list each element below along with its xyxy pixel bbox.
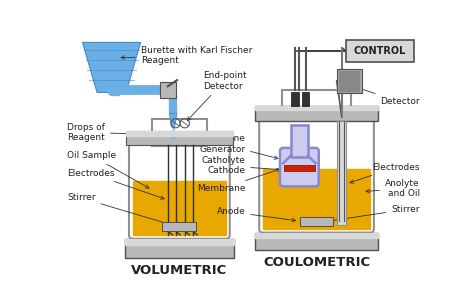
FancyBboxPatch shape — [259, 109, 374, 233]
Text: Drops of
Reagent: Drops of Reagent — [67, 123, 171, 142]
Bar — [284, 165, 315, 171]
Bar — [255, 233, 378, 238]
Circle shape — [170, 132, 176, 138]
Bar — [126, 131, 233, 136]
Text: End-point
Detector: End-point Detector — [187, 71, 246, 120]
Bar — [337, 69, 362, 93]
Bar — [337, 121, 346, 225]
Text: Stirrer: Stirrer — [67, 194, 176, 227]
Bar — [125, 239, 234, 258]
Bar — [160, 82, 175, 98]
Text: Stirrer: Stirrer — [328, 205, 419, 223]
Bar — [152, 119, 207, 146]
Bar — [282, 90, 351, 119]
Bar — [263, 169, 370, 229]
Bar — [255, 105, 378, 121]
Bar — [301, 92, 310, 105]
Text: Detector: Detector — [340, 82, 419, 106]
Text: Burette with Karl Fischer
Reagent: Burette with Karl Fischer Reagent — [121, 46, 252, 65]
Text: VOLUMETRIC: VOLUMETRIC — [131, 264, 228, 277]
Bar — [133, 181, 226, 235]
Text: Membrane: Membrane — [197, 169, 280, 193]
Text: Catholyte
Cathode: Catholyte Cathode — [201, 156, 296, 175]
Text: Oil Sample: Oil Sample — [67, 151, 149, 188]
Text: COULOMETRIC: COULOMETRIC — [263, 256, 370, 269]
Bar — [339, 71, 359, 91]
Text: Electrodes: Electrodes — [350, 163, 419, 183]
Bar — [291, 125, 308, 157]
Bar — [255, 233, 378, 249]
Bar — [152, 119, 207, 146]
Bar — [125, 239, 234, 245]
Bar — [291, 92, 299, 105]
Polygon shape — [82, 42, 141, 92]
Text: Iodine
Generator: Iodine Generator — [199, 134, 278, 159]
Bar — [162, 222, 196, 231]
Text: Anode: Anode — [217, 207, 296, 222]
Text: CONTROL: CONTROL — [354, 46, 406, 56]
FancyBboxPatch shape — [280, 148, 319, 186]
Bar — [255, 105, 378, 110]
Bar — [346, 40, 414, 62]
Bar — [300, 217, 333, 226]
Polygon shape — [169, 113, 177, 127]
Bar — [291, 125, 308, 157]
Bar — [126, 131, 233, 145]
Bar — [282, 90, 351, 119]
FancyBboxPatch shape — [129, 133, 230, 239]
Text: Electrodes: Electrodes — [67, 169, 164, 199]
Text: Anolyte
and Oil: Anolyte and Oil — [366, 179, 419, 198]
